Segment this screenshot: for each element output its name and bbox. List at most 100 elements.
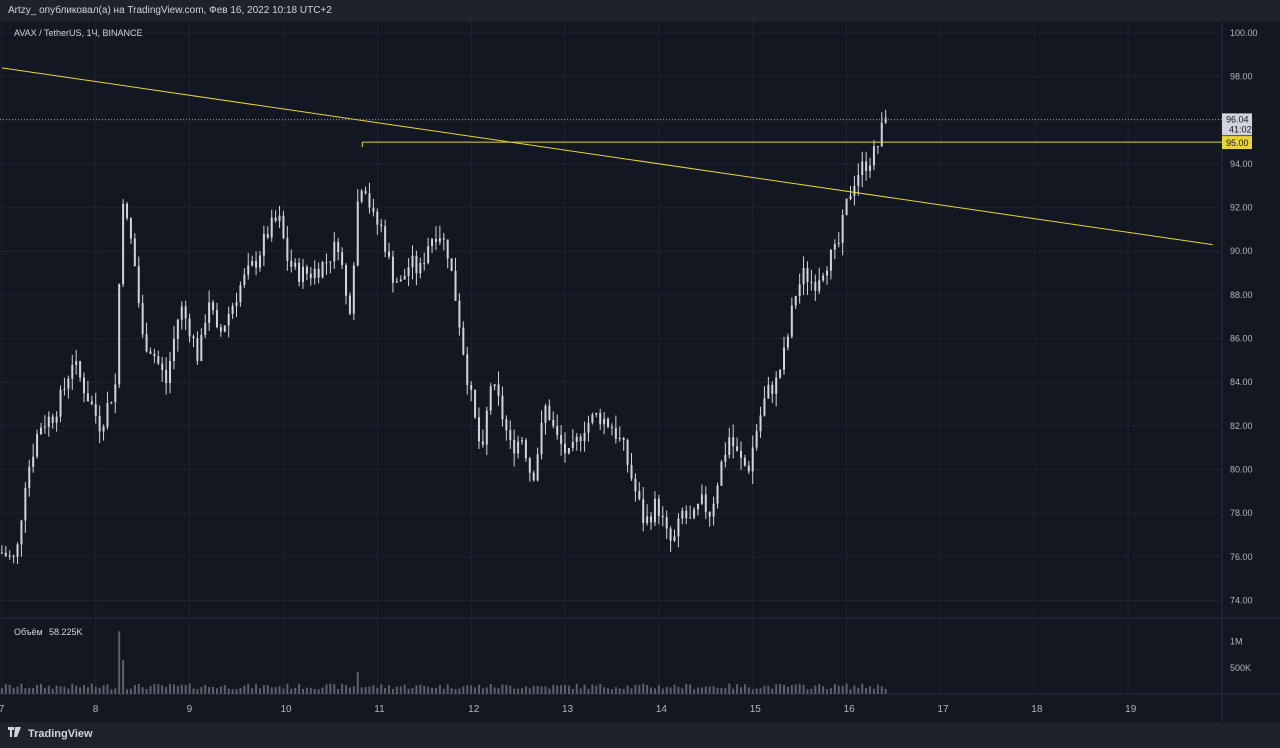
candle-body <box>454 270 457 301</box>
volume-bar <box>513 688 516 694</box>
tradingview-brand[interactable]: TradingView <box>8 727 93 740</box>
candle-body <box>489 386 492 411</box>
volume-bar <box>266 685 269 694</box>
volume-bar <box>638 685 641 694</box>
candle-body <box>779 369 782 378</box>
footer-bar: TradingView <box>0 722 1280 748</box>
candle-body <box>145 334 148 352</box>
drawings[interactable] <box>0 67 1222 246</box>
candle-body <box>818 280 821 291</box>
candle-body <box>258 255 261 268</box>
tradingview-logo-icon <box>8 727 24 740</box>
candle-body <box>724 454 727 462</box>
candle-body <box>626 440 629 465</box>
volume-bar <box>317 689 320 694</box>
volume-bar <box>200 687 203 694</box>
volume-bar <box>364 686 367 694</box>
volume-bar <box>583 684 586 694</box>
volume-bar <box>403 684 406 694</box>
chart-area[interactable]: 74.00 76.00 78.00 80.00 82.00 84.00 86.00 88.00… <box>0 22 1280 722</box>
candle-body <box>520 440 523 442</box>
volume-bar <box>231 689 234 694</box>
candle-body <box>305 266 308 274</box>
volume-bar <box>196 689 199 694</box>
volume-bar <box>564 685 567 694</box>
candle-body <box>739 450 742 458</box>
candle-body <box>122 203 125 285</box>
candle-body <box>423 263 426 265</box>
volume-bar <box>716 687 719 694</box>
candle-body <box>434 239 437 242</box>
candle-body <box>509 430 512 440</box>
volume-bar <box>520 688 523 694</box>
volume-bar <box>235 689 238 694</box>
volume-legend-label: Объём <box>14 627 43 637</box>
candle-body <box>51 416 54 423</box>
volume-bar <box>704 686 707 694</box>
candle-body <box>391 256 394 283</box>
candle-body <box>708 511 711 517</box>
candle-body <box>783 347 786 370</box>
volume-bar <box>438 685 441 694</box>
candle-body <box>728 437 731 455</box>
candle-body <box>133 238 136 267</box>
candle-body <box>118 284 121 385</box>
candle-body <box>833 244 836 250</box>
candle-body <box>98 415 101 432</box>
volume-bar <box>763 685 766 694</box>
candle-body <box>798 284 801 297</box>
candle-body <box>474 389 477 418</box>
candle-body <box>309 273 312 279</box>
candle-body <box>438 238 441 242</box>
volume-bar <box>227 688 230 694</box>
candle-body <box>274 217 277 222</box>
candle-body <box>869 165 872 172</box>
volume-bar <box>587 688 590 694</box>
volume-bar <box>779 683 782 694</box>
volume-bar <box>685 683 688 694</box>
price-tick-label: 92.00 <box>1230 203 1253 213</box>
volume-bar <box>28 687 31 694</box>
volume-bar <box>176 686 179 694</box>
volume-bar <box>118 631 121 694</box>
volume-bar <box>802 684 805 694</box>
trendline[interactable] <box>1 67 1213 246</box>
volume-bar <box>544 686 547 694</box>
volume-bar <box>59 686 62 694</box>
volume-bar <box>560 685 563 694</box>
candle-body <box>67 378 70 389</box>
candle-body <box>32 456 35 467</box>
volume-bar <box>321 687 324 694</box>
volume-bar <box>239 687 242 694</box>
candle-body <box>653 498 656 523</box>
candle-body <box>462 327 465 355</box>
candle-body <box>157 356 160 364</box>
chart-svg[interactable]: 74.00 76.00 78.00 80.00 82.00 84.00 86.00 88.00… <box>0 22 1280 722</box>
volume-bar <box>810 688 813 694</box>
volume-bar <box>575 684 578 694</box>
candle-body <box>450 258 453 271</box>
volume-bar <box>247 683 250 694</box>
candle-body <box>466 354 469 386</box>
time-tick-label: 15 <box>750 704 762 715</box>
candle-body <box>12 555 15 557</box>
time-tick-label: 7 <box>0 704 5 715</box>
candle-body <box>880 122 883 147</box>
volume-bar <box>427 686 430 694</box>
volume-bar <box>865 688 868 694</box>
volume-bar <box>208 687 211 694</box>
candle-body <box>736 446 739 451</box>
volume-bar <box>489 683 492 694</box>
candle-body <box>669 528 672 541</box>
candle-body <box>548 405 551 420</box>
candle-body <box>192 336 195 339</box>
candle-body <box>219 327 222 332</box>
publisher-bar: Artzy_ опубликовал(а) на TradingView.com… <box>0 0 1280 22</box>
volume-bar <box>728 683 731 694</box>
candle-body <box>771 384 774 394</box>
candle-body <box>407 267 410 276</box>
time-tick-label: 16 <box>844 704 856 715</box>
volume-bar <box>501 684 504 694</box>
candle-body <box>794 296 797 306</box>
candle-body <box>368 193 371 208</box>
